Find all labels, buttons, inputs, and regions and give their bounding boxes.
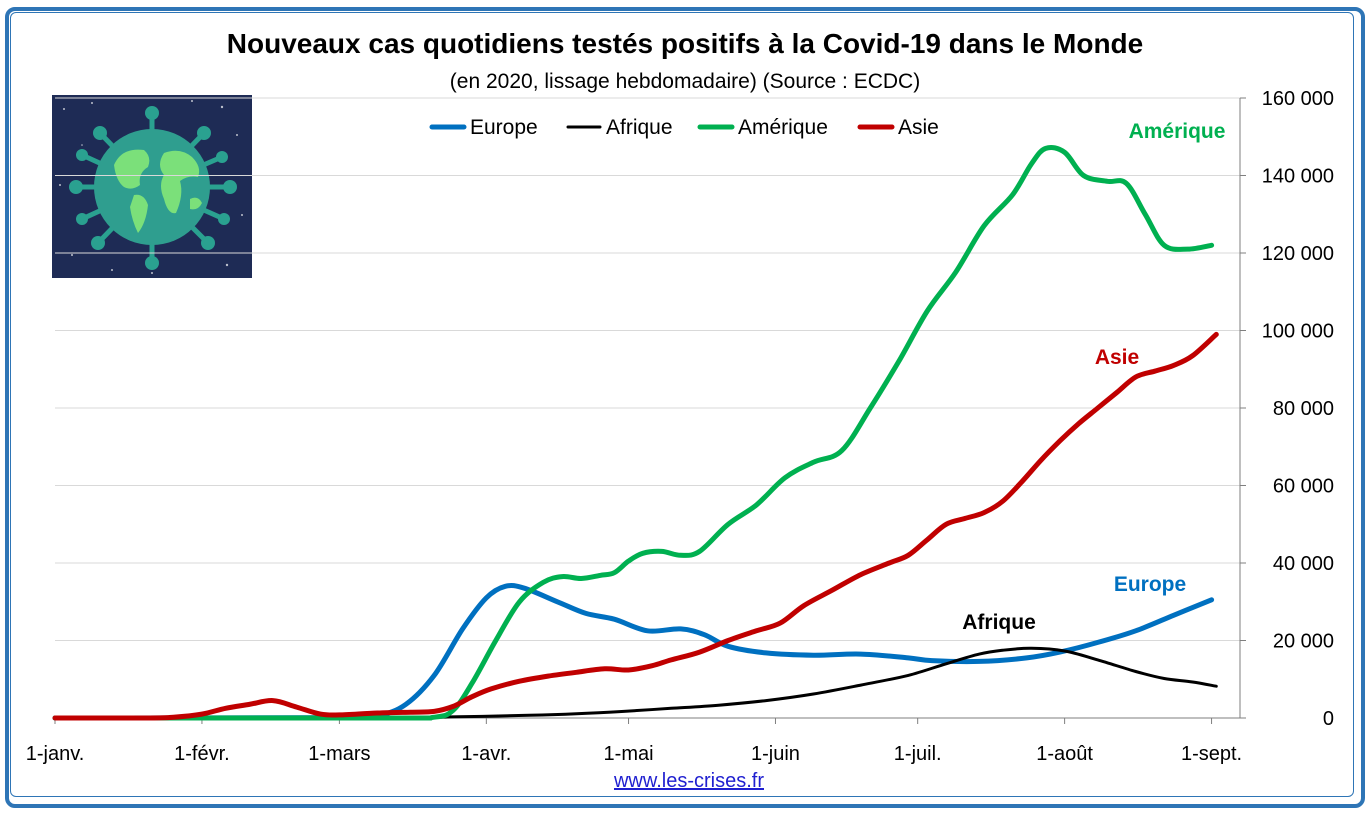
inner-frame (10, 12, 1354, 797)
series-annotations: Amérique Asie Europe Afrique (962, 120, 1225, 634)
x-tick-label: 1-juin (751, 743, 800, 765)
series-line-europe (52, 582, 1215, 721)
grid-lines (55, 97, 1240, 641)
x-tick-label: 1-août (1036, 743, 1093, 765)
y-tick-label: 40 000 (1273, 553, 1334, 575)
legend-label-afrique: Afrique (606, 116, 673, 139)
legend: Europe Afrique Amérique Asie (429, 116, 939, 139)
x-tick-label: 1-avr. (461, 743, 511, 765)
outer-frame (5, 7, 1365, 808)
annotation-asie: Asie (1095, 346, 1139, 369)
series-line-asie (52, 331, 1219, 721)
annotation-amerique: Amérique (1129, 120, 1226, 143)
source-link[interactable]: www.les-crises.fr (613, 770, 764, 792)
x-tick-label: 1-janv. (26, 743, 85, 765)
legend-label-europe: Europe (470, 116, 538, 139)
chart-title: Nouveaux cas quotidiens testés positifs … (226, 28, 1144, 59)
virus-globe-icon (52, 95, 252, 278)
annotation-europe: Europe (1114, 573, 1186, 596)
y-tick-label: 120 000 (1262, 243, 1334, 265)
x-tick-label: 1-juil. (894, 743, 942, 765)
series-line-afrique (53, 646, 1218, 720)
axes: 0 20 000 40 000 60 000 80 000 100 000 120 000 1… (26, 88, 1334, 765)
series-line-amerique (52, 145, 1215, 721)
y-tick-label: 20 000 (1273, 631, 1334, 653)
legend-label-asie: Asie (898, 116, 939, 139)
y-tick-label: 60 000 (1273, 476, 1334, 498)
y-tick-label: 0 (1323, 708, 1334, 730)
chart-subtitle: (en 2020, lissage hebdomadaire) (Source … (449, 70, 921, 93)
legend-label-amerique: Amérique (738, 116, 828, 139)
y-tick-label: 140 000 (1262, 166, 1334, 188)
y-tick-label: 80 000 (1273, 398, 1334, 420)
series-lines (52, 145, 1219, 721)
x-tick-label: 1-sept. (1181, 743, 1242, 765)
annotation-afrique: Afrique (962, 611, 1036, 634)
x-tick-label: 1-févr. (174, 743, 230, 765)
x-tick-label: 1-mai (604, 743, 654, 765)
y-tick-label: 100 000 (1262, 321, 1334, 343)
y-tick-label: 160 000 (1262, 88, 1334, 110)
x-tick-label: 1-mars (308, 743, 370, 765)
